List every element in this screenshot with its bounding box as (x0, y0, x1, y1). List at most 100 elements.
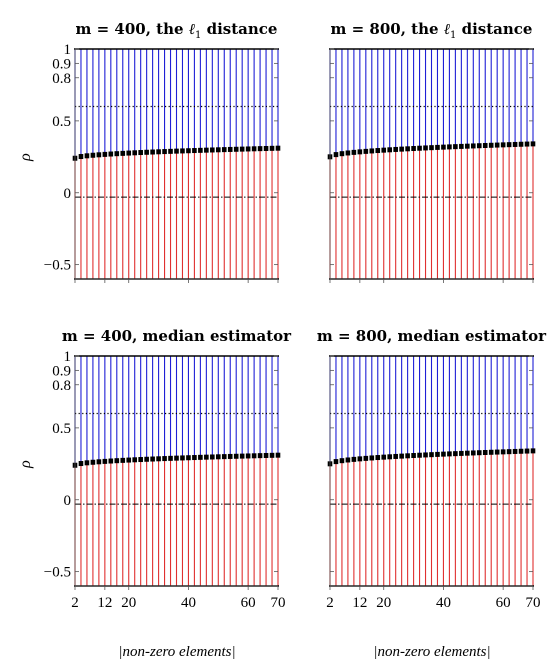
median-marker (156, 149, 161, 155)
median-marker (387, 147, 393, 153)
median-marker (470, 450, 476, 456)
x-tick-label: 70 (271, 595, 286, 611)
median-marker (186, 455, 191, 461)
median-marker (530, 141, 536, 147)
median-marker (357, 149, 363, 155)
median-marker (221, 454, 227, 460)
median-marker (476, 143, 482, 149)
x-tick-label: 2 (71, 595, 79, 611)
median-marker (339, 151, 345, 157)
x-tick-label: 70 (526, 595, 541, 611)
median-marker (78, 154, 84, 160)
median-marker (96, 152, 102, 158)
median-marker (494, 142, 500, 148)
median-marker (108, 458, 114, 464)
median-marker (470, 143, 476, 149)
median-marker (506, 142, 512, 148)
median-marker (524, 141, 530, 147)
y-tick-label: 0.9 (52, 363, 71, 379)
median-marker (239, 146, 245, 152)
median-marker (233, 453, 239, 459)
median-marker (84, 460, 90, 466)
median-marker (506, 449, 512, 455)
median-marker (494, 449, 500, 455)
median-marker (411, 146, 416, 152)
median-marker (488, 142, 494, 148)
x-tick-label: 12 (97, 595, 112, 611)
median-marker (204, 147, 209, 153)
median-marker (357, 456, 363, 462)
median-marker (138, 150, 143, 156)
median-marker (257, 146, 263, 152)
x-axis-label-left: |non-zero elements| (118, 644, 235, 660)
median-marker (96, 459, 102, 465)
median-marker (180, 455, 185, 461)
median-marker (399, 453, 404, 459)
median-marker (245, 146, 251, 152)
x-tick-label: 20 (121, 595, 136, 611)
median-marker (423, 145, 428, 151)
x-axis-label-right: |non-zero elements| (373, 644, 490, 660)
median-marker (518, 141, 524, 147)
x-tick-label: 40 (181, 595, 196, 611)
median-marker (269, 145, 275, 151)
median-marker (150, 456, 155, 462)
median-marker (512, 141, 518, 147)
median-marker (351, 149, 357, 155)
median-marker (405, 146, 410, 152)
median-marker (363, 148, 369, 154)
median-marker (375, 148, 381, 154)
panel-title: m = 400, the ℓ1 distance (76, 20, 278, 41)
median-marker (275, 452, 281, 458)
median-marker (126, 150, 132, 156)
y-tick-label: 0.8 (52, 378, 71, 394)
median-marker (215, 147, 221, 153)
panel-title: m = 800, the ℓ1 distance (331, 20, 533, 41)
y-axis-label: ρ (17, 460, 34, 469)
median-marker (453, 451, 458, 457)
median-marker (393, 453, 398, 459)
panel-title: m = 400, median estimator (62, 327, 292, 345)
median-marker (423, 452, 428, 458)
median-marker (84, 153, 90, 159)
median-marker (102, 458, 108, 464)
y-tick-label: 0 (64, 493, 72, 509)
median-marker (150, 149, 155, 155)
median-marker (162, 456, 167, 462)
x-tick-label: 12 (352, 595, 367, 611)
median-marker (387, 454, 393, 460)
median-marker (192, 455, 197, 461)
median-marker (393, 146, 398, 152)
median-marker (363, 455, 369, 461)
median-marker (120, 150, 126, 156)
median-marker (263, 452, 269, 458)
y-tick-label: 1 (64, 349, 72, 365)
y-tick-label: 0.5 (52, 114, 71, 130)
panel-title: m = 800, median estimator (317, 327, 547, 345)
y-tick-label: −0.5 (44, 258, 71, 274)
median-marker (162, 149, 167, 155)
median-marker (530, 448, 536, 454)
x-tick-label: 60 (496, 595, 511, 611)
panel-median-m800: m = 800, median estimator 2 12 20 40 60 70 (317, 327, 547, 611)
y-tick-label: 0.5 (52, 421, 71, 437)
median-marker (192, 148, 197, 154)
x-tick-label: 40 (436, 595, 451, 611)
median-marker (263, 145, 269, 151)
median-marker (108, 151, 114, 157)
median-marker (227, 146, 233, 152)
median-marker (369, 148, 375, 154)
median-marker (333, 459, 339, 465)
median-marker (132, 150, 138, 156)
median-marker (78, 461, 84, 467)
median-marker (381, 147, 387, 153)
y-tick-label: 1 (64, 42, 72, 58)
median-marker (186, 148, 191, 154)
y-tick-label: 0.9 (52, 56, 71, 72)
median-marker (500, 449, 506, 455)
median-marker (435, 144, 440, 150)
median-marker (198, 147, 203, 153)
median-marker (221, 147, 227, 153)
median-marker (180, 148, 185, 154)
